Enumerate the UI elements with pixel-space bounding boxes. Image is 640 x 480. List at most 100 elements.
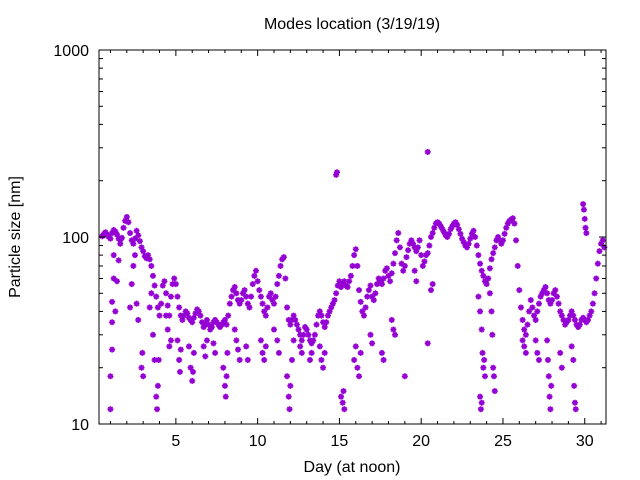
data-point xyxy=(333,169,340,176)
data-point xyxy=(109,319,116,326)
data-point xyxy=(179,316,186,323)
data-point xyxy=(228,293,235,300)
data-point xyxy=(478,326,485,333)
data-point xyxy=(524,321,531,328)
data-point xyxy=(349,262,356,269)
data-point xyxy=(256,287,263,294)
data-point xyxy=(501,230,508,237)
data-point xyxy=(305,331,312,338)
data-point xyxy=(424,250,431,257)
data-point xyxy=(567,312,574,319)
data-point xyxy=(390,326,397,333)
data-point xyxy=(481,278,488,285)
data-point xyxy=(135,316,142,323)
data-point xyxy=(117,240,124,247)
data-point xyxy=(151,282,158,289)
data-point xyxy=(339,399,346,406)
data-point xyxy=(544,337,551,344)
data-point xyxy=(270,300,277,307)
data-point xyxy=(377,278,384,285)
data-point xyxy=(275,272,282,279)
data-point xyxy=(154,406,161,413)
data-point xyxy=(499,237,506,244)
data-point xyxy=(184,310,191,317)
data-point xyxy=(244,300,251,307)
x-axis-label: Day (at noon) xyxy=(304,459,401,476)
data-point xyxy=(146,304,153,311)
data-point xyxy=(331,297,338,304)
data-point xyxy=(503,224,510,231)
data-point xyxy=(601,244,608,251)
data-point xyxy=(522,331,529,338)
data-point xyxy=(192,310,199,317)
data-point xyxy=(436,220,443,227)
data-point xyxy=(187,364,194,371)
data-point xyxy=(347,272,354,279)
data-point xyxy=(128,281,135,288)
data-point xyxy=(516,287,523,294)
data-point xyxy=(429,230,436,237)
data-point xyxy=(473,242,480,249)
data-point xyxy=(388,270,395,277)
data-point xyxy=(138,244,145,251)
data-point xyxy=(552,287,559,294)
data-point xyxy=(341,406,348,413)
y-axis-ticks: 10 100 1000 xyxy=(53,43,606,434)
data-point xyxy=(495,234,502,240)
data-point xyxy=(479,349,486,356)
data-point xyxy=(572,406,579,413)
data-point xyxy=(174,337,181,344)
data-point xyxy=(542,284,549,291)
data-point xyxy=(531,312,538,319)
data-point xyxy=(282,275,289,282)
data-point xyxy=(174,293,181,300)
data-point xyxy=(318,356,325,363)
data-point xyxy=(498,240,505,247)
data-point xyxy=(369,340,376,347)
data-point xyxy=(221,316,228,323)
data-point xyxy=(568,308,575,315)
data-point xyxy=(490,364,497,371)
data-point xyxy=(582,224,589,231)
data-point xyxy=(553,293,560,300)
data-point xyxy=(336,278,343,285)
data-point xyxy=(378,349,385,356)
data-point xyxy=(585,316,592,323)
data-point xyxy=(522,349,529,356)
data-point xyxy=(231,326,238,333)
data-point xyxy=(416,237,423,244)
data-point xyxy=(481,373,488,380)
data-point xyxy=(287,382,294,389)
data-point xyxy=(354,262,361,269)
data-point xyxy=(463,244,470,251)
data-point xyxy=(158,300,165,307)
data-point xyxy=(513,237,520,244)
data-point xyxy=(429,281,436,288)
data-point xyxy=(593,275,600,282)
data-point xyxy=(521,343,528,350)
data-point xyxy=(346,278,353,285)
data-point xyxy=(557,308,564,315)
data-point xyxy=(392,331,399,338)
data-point xyxy=(491,244,498,251)
data-point xyxy=(431,224,438,231)
data-point xyxy=(115,257,122,264)
data-point xyxy=(107,235,114,242)
data-point xyxy=(222,393,229,400)
data-point xyxy=(359,308,366,315)
data-point xyxy=(447,226,454,233)
data-point xyxy=(478,267,485,274)
x-tick-label: 30 xyxy=(576,433,594,450)
y-tick-label: 100 xyxy=(62,230,89,247)
data-point xyxy=(109,298,116,305)
data-point xyxy=(122,217,129,224)
data-point xyxy=(535,356,542,363)
data-point xyxy=(274,281,281,288)
data-point xyxy=(323,319,330,326)
data-point xyxy=(156,312,163,319)
data-point xyxy=(297,343,304,350)
data-point xyxy=(236,356,243,363)
data-point xyxy=(588,308,595,315)
data-point xyxy=(357,298,364,305)
